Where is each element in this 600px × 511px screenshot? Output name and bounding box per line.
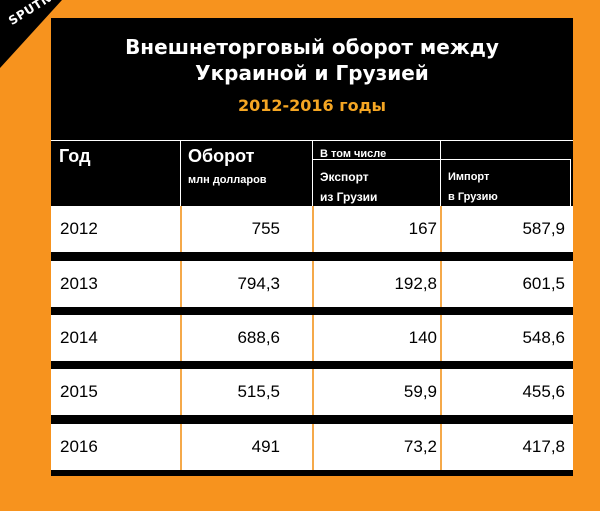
row-sep-1: [180, 315, 182, 361]
cell-turnover: 755: [251, 219, 280, 238]
header-export-line-1: Экспорт: [320, 170, 369, 184]
cell-import: 455,6: [522, 382, 565, 401]
cell-year: 2012: [60, 219, 98, 238]
row-sep-2: [312, 261, 314, 307]
title-line-2: Украиной и Грузией: [195, 61, 429, 85]
row-sep-3: [440, 261, 442, 307]
cell-export: 167: [408, 219, 437, 238]
table-row: 2016 491 73,2 417,8: [51, 424, 573, 470]
header-including: В том числе: [320, 148, 387, 160]
row-sep-3: [440, 315, 442, 361]
header-sep-1: [180, 140, 181, 206]
row-sep-3: [440, 424, 442, 470]
cell-import: 417,8: [522, 437, 565, 456]
cell-export: 192,8: [394, 274, 437, 293]
header-sep-3: [440, 140, 441, 206]
cell-year: 2014: [60, 328, 98, 347]
header-import: Импорт в Грузию: [448, 167, 498, 207]
header-year: Год: [59, 146, 91, 166]
header-export-line-2: из Грузии: [320, 190, 378, 204]
title-line-1: Внешнеторговый оборот между: [125, 35, 499, 59]
header-sub-line: [313, 159, 571, 160]
table-row: 2012 755 167 587,9: [51, 206, 573, 252]
sputnik-logo: SPUTNIK: [0, 0, 100, 80]
cell-export: 59,9: [403, 382, 437, 401]
row-sep-2: [312, 424, 314, 470]
cell-turnover: 491: [251, 437, 280, 456]
cell-import: 601,5: [522, 274, 565, 293]
row-sep-1: [180, 206, 182, 252]
header-sep-2: [312, 140, 313, 206]
table-header: Год Оборот млн долларов В том числе Эксп…: [51, 140, 573, 222]
cell-import: 548,6: [522, 328, 565, 347]
header-turnover-unit: млн долларов: [188, 174, 267, 186]
cell-export: 73,2: [403, 437, 437, 456]
row-sep-3: [440, 369, 442, 415]
table-row: 2013 794,3 192,8 601,5: [51, 261, 573, 307]
table-row: 2015 515,5 59,9 455,6: [51, 369, 573, 415]
row-sep-1: [180, 261, 182, 307]
cell-year: 2013: [60, 274, 98, 293]
table-row: 2014 688,6 140 548,6: [51, 315, 573, 361]
header-turnover: Оборот: [188, 146, 255, 166]
cell-turnover: 515,5: [237, 382, 280, 401]
row-sep-2: [312, 315, 314, 361]
header-import-line-2: в Грузию: [448, 191, 498, 203]
row-sep-1: [180, 369, 182, 415]
header-import-line-1: Импорт: [448, 171, 490, 183]
cell-turnover: 794,3: [237, 274, 280, 293]
cell-export: 140: [408, 328, 437, 347]
row-sep-1: [180, 424, 182, 470]
cell-import: 587,9: [522, 219, 565, 238]
header-export: Экспорт из Грузии: [320, 167, 377, 207]
row-sep-2: [312, 369, 314, 415]
chart-title: Внешнеторговый оборот между Украиной и Г…: [51, 34, 573, 86]
chart-subtitle: 2012-2016 годы: [237, 96, 386, 115]
cell-year: 2016: [60, 437, 98, 456]
cell-turnover: 688,6: [237, 328, 280, 347]
row-sep-2: [312, 206, 314, 252]
logo-banner-icon: [0, 0, 62, 68]
row-sep-3: [440, 206, 442, 252]
cell-year: 2015: [60, 382, 98, 401]
header-sep-4: [570, 159, 571, 206]
table-card: Внешнеторговый оборот между Украиной и Г…: [51, 18, 573, 476]
